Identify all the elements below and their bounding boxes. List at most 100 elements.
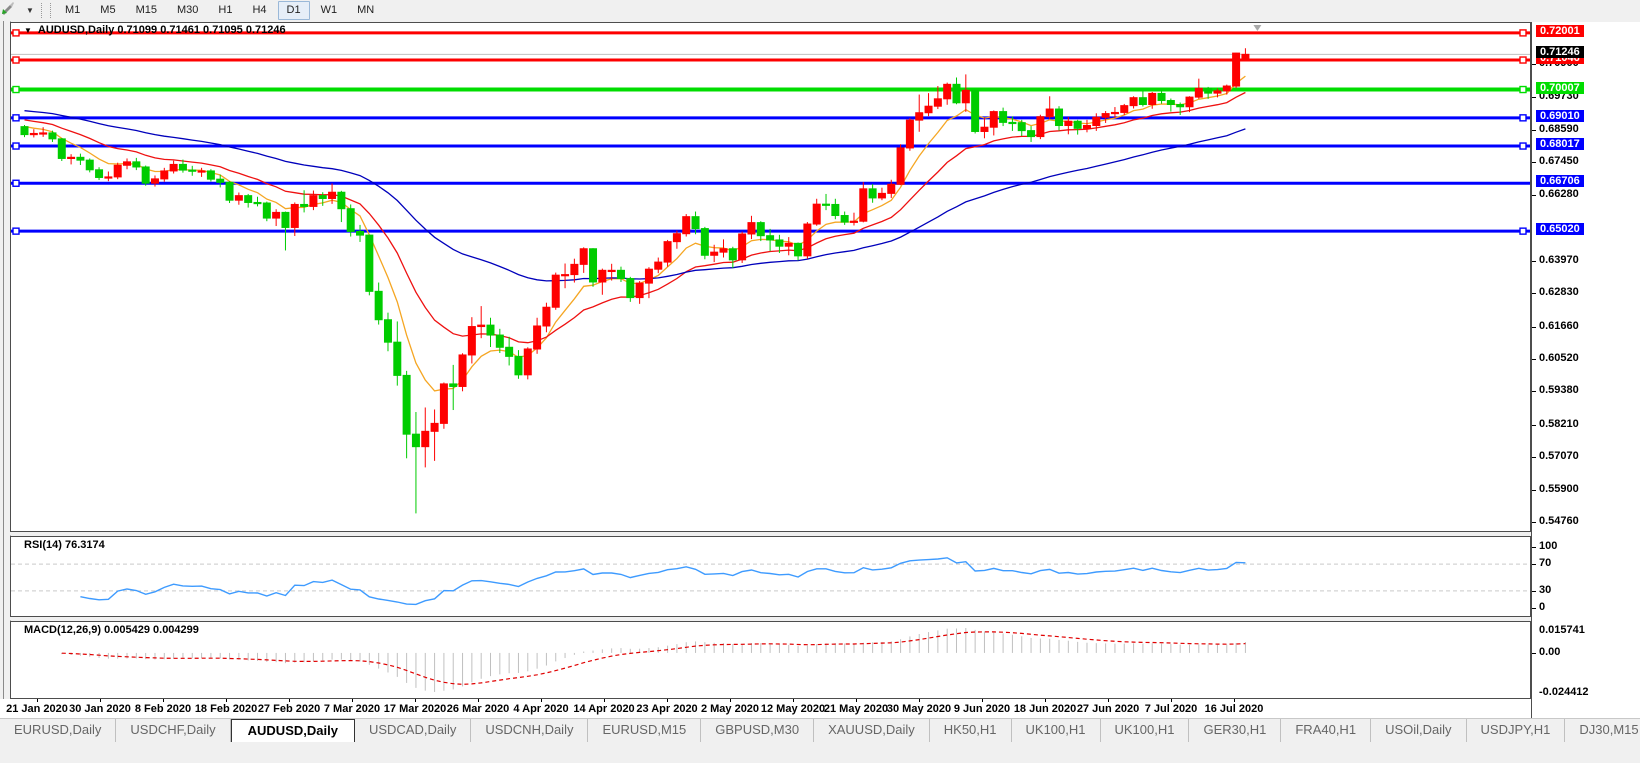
price-axis-tick [1532,130,1536,131]
rsi-plot [11,557,1530,606]
timeframe-button-w1[interactable]: W1 [320,4,338,16]
price-axis-value: 0.68590 [1539,123,1579,135]
date-axis-tick [541,699,542,702]
rsi-label: RSI(14) 76.3174 [24,539,105,551]
date-axis-value: 2 May 2020 [700,703,760,715]
price-axis-tick [1532,162,1536,163]
date-axis-tick [1234,699,1235,702]
date-axis-value: 7 Mar 2020 [323,703,381,715]
timeframe-button-m5[interactable]: M5 [100,4,116,16]
candlestick-chart[interactable] [11,23,1530,531]
tool-dropdown-caret-icon[interactable]: ▼ [26,6,34,15]
price-axis-value: 0.62830 [1539,286,1579,298]
chart-tab-usdjpy-h1[interactable]: USDJPY,H1 [1467,719,1566,743]
rsi-axis-value: 30 [1539,584,1552,596]
rsi-axis-tick [1532,591,1536,592]
chart-tab-usdcnh-daily[interactable]: USDCNH,Daily [471,719,589,743]
rsi-axis-tick [1532,547,1536,548]
date-axis-value: 17 Mar 2020 [383,703,447,715]
price-axis-tick [1532,293,1536,294]
chart-tab-ger30-h1[interactable]: GER30,H1 [1189,719,1282,743]
pane-splitter-1[interactable] [10,532,1531,535]
chart-tab-usdcad-daily[interactable]: USDCAD,Daily [355,719,472,743]
price-axis-tick [1532,490,1536,491]
price-axis-tick [1532,261,1536,262]
macd-label: MACD(12,26,9) 0.005429 0.004299 [24,624,199,636]
chart-tab-audusd-daily[interactable]: AUDUSD,Daily [230,719,355,743]
price-axis-tick [1532,97,1536,98]
chart-tab-xauusd-daily[interactable]: XAUUSD,Daily [814,719,930,743]
date-axis-value: 30 May 2020 [886,703,952,715]
date-axis-tick [604,699,605,702]
date-axis-tick [667,699,668,702]
pane-splitter-2[interactable] [10,617,1531,620]
object-anchor-icon: ▼ [24,26,32,35]
price-axis[interactable]: 0.709000.697300.685900.674500.662800.639… [1531,22,1640,720]
date-axis-value: 27 Feb 2020 [257,703,321,715]
chart-tab-usdchf-daily[interactable]: USDCHF,Daily [116,719,231,743]
rsi-axis-value: 70 [1539,557,1552,569]
chart-title: ▼ AUDUSD,Daily 0.71099 0.71461 0.71095 0.… [24,24,286,36]
price-axis-tick [1532,359,1536,360]
rsi-axis-value: 100 [1539,540,1558,552]
date-axis-value: 8 Feb 2020 [134,703,192,715]
rsi-axis-tick [1532,608,1536,609]
chart-tab-bar: EURUSD,Daily USDCHF,Daily AUDUSD,Daily USDC… [0,718,1640,743]
price-axis-tick [1532,327,1536,328]
date-axis-tick [100,699,101,702]
timeframe-toolbar: ▼ M1 M5 M15 M30 H1 H4 D1 W1 MN [0,0,1640,21]
date-axis-tick [289,699,290,702]
macd-axis-max: 0.015741 [1539,624,1585,636]
date-axis[interactable]: 21 Jan 2020 30 Jan 2020 8 Feb 2020 18 Feb 2… [0,699,1531,718]
macd-axis-zero: 0.00 [1539,646,1561,658]
date-axis-tick [856,699,857,702]
timeframe-button-m1[interactable]: M1 [65,4,81,16]
date-axis-value: 7 Jul 2020 [1144,703,1198,715]
price-axis-tick [1532,64,1536,65]
macd-axis-min: -0.024412 [1539,686,1589,698]
chart-window: ▼ AUDUSD,Daily 0.71099 0.71461 0.71095 0.… [0,21,1640,720]
timeframe-button-mn[interactable]: MN [357,4,375,16]
date-axis-value: 21 Jan 2020 [6,703,68,715]
rsi-axis-tick [1532,564,1536,565]
chart-tab-uk100-h1[interactable]: UK100,H1 [1101,719,1190,743]
date-axis-value: 4 Apr 2020 [513,703,569,715]
date-axis-value: 26 Mar 2020 [446,703,510,715]
date-axis-tick [982,699,983,702]
macd-pane[interactable] [10,621,1531,699]
timeframe-button-h4[interactable]: H4 [252,4,267,16]
date-axis-value: 27 Jun 2020 [1076,703,1140,715]
chart-tab-fra40-h1[interactable]: FRA40,H1 [1281,719,1372,743]
level-price-flag: 0.66706 [1536,175,1584,187]
timeframe-button-h1[interactable]: H1 [218,4,233,16]
date-axis-tick [163,699,164,702]
timeframe-button-d1[interactable]: D1 [277,1,310,20]
price-axis-tick [1532,457,1536,458]
price-axis-value: 0.63970 [1539,254,1579,266]
timeframe-button-m15[interactable]: M15 [135,4,157,16]
price-axis-value: 0.67450 [1539,155,1579,167]
toolbar-grip[interactable] [41,3,51,18]
date-axis-tick [226,699,227,702]
level-price-flag: 0.70007 [1536,82,1584,94]
timeframe-button-m30[interactable]: M30 [176,4,199,16]
chart-objects-tool-icon[interactable] [2,2,23,19]
chart-tab-dj30-m15[interactable]: DJ30,M15 [1565,719,1640,743]
chart-tab-eurusd-m15[interactable]: EURUSD,M15 [588,719,702,743]
rsi-pane[interactable] [10,536,1531,617]
date-axis-value: 30 Jan 2020 [69,703,131,715]
chart-tab-hk50-h1[interactable]: HK50,H1 [930,719,1012,743]
price-axis-value: 0.59380 [1539,384,1579,396]
chart-tab-usoil-daily[interactable]: USOil,Daily [1371,719,1467,743]
date-axis-tick [730,699,731,702]
price-pane[interactable] [10,22,1531,532]
price-axis-tick [1532,391,1536,392]
chart-tab-gbpusd-m30[interactable]: GBPUSD,M30 [701,719,815,743]
price-axis-value: 0.55900 [1539,483,1579,495]
price-axis-value: 0.58210 [1539,418,1579,430]
chart-tab-eurusd-daily[interactable]: EURUSD,Daily [0,719,117,743]
date-axis-value: 14 Apr 2020 [573,703,635,715]
level-price-flag: 0.65020 [1536,223,1584,235]
chart-tab-uk100-h1[interactable]: UK100,H1 [1012,719,1101,743]
date-axis-tick [37,699,38,702]
